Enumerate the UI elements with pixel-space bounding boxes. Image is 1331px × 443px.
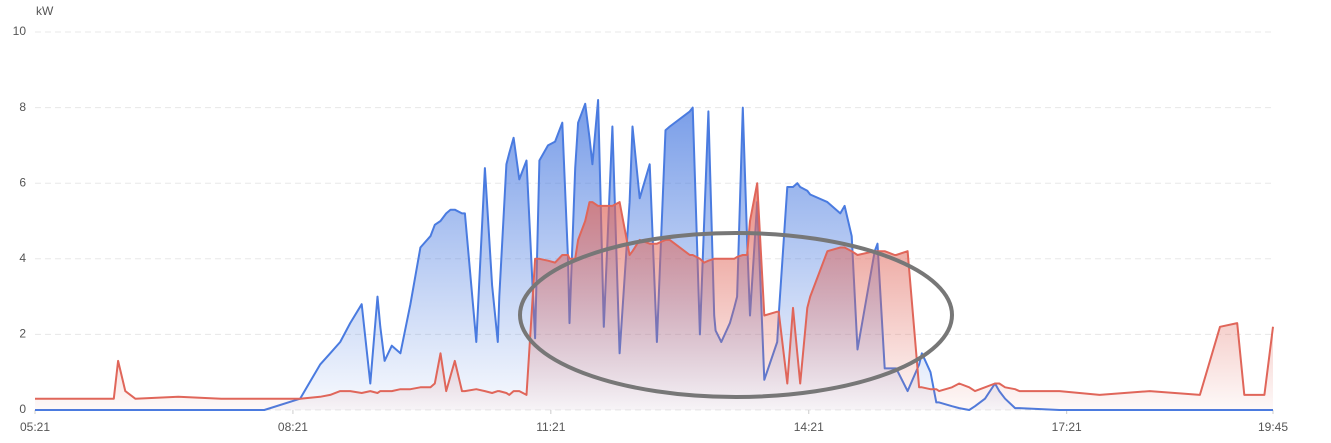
x-tick-label: 08:21 (278, 420, 308, 434)
y-tick-label: 2 (19, 327, 26, 341)
area-fill (35, 183, 1273, 410)
highlight-ellipse (518, 231, 954, 399)
x-tick-label: 05:21 (20, 420, 50, 434)
x-tick-label: 14:21 (794, 420, 824, 434)
y-tick-label: 4 (19, 251, 26, 265)
y-tick-label: 10 (13, 24, 27, 38)
y-tick-label: 0 (19, 402, 26, 416)
x-tick-label: 19:45 (1258, 420, 1288, 434)
series-line (35, 182, 1274, 400)
x-tick-label: 11:21 (536, 420, 565, 434)
y-tick-label: 8 (19, 100, 26, 114)
y-axis-label: kW (36, 4, 54, 18)
x-tick-label: 17:21 (1052, 420, 1082, 434)
y-tick-label: 6 (19, 175, 26, 189)
